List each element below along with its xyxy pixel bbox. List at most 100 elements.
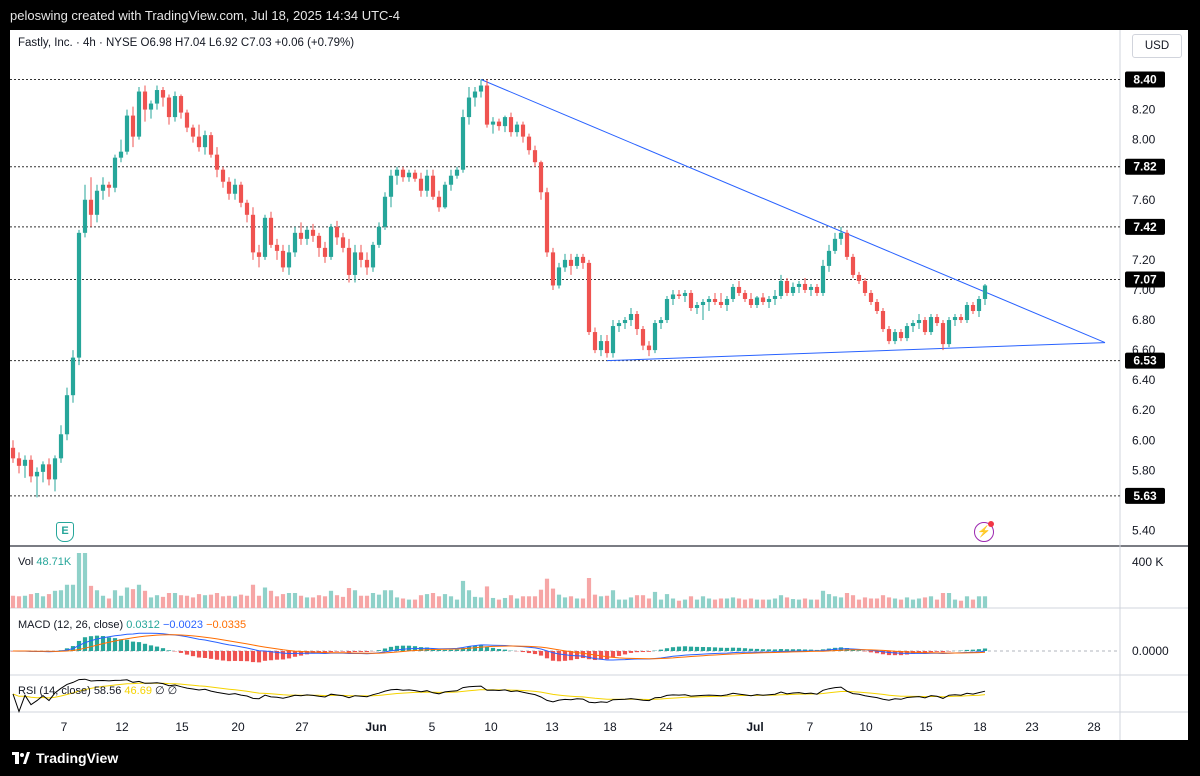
- volume-bar: [772, 598, 778, 608]
- level-price-label: 7.82: [1133, 160, 1157, 174]
- volume-bar: [526, 596, 532, 608]
- macd-histogram-bar: [118, 639, 124, 651]
- macd-histogram-bar: [634, 651, 640, 653]
- candle-body: [472, 91, 478, 98]
- macd-histogram-bar: [610, 651, 616, 658]
- chart-frame[interactable]: 8.20 8.00 7.60 7.20 7.00 6.80 6.60 6.40 6.20 6.00…: [10, 30, 1188, 740]
- volume-bar: [196, 594, 202, 608]
- volume-bar: [844, 593, 850, 608]
- volume-bar: [664, 594, 670, 608]
- volume-bar: [688, 596, 694, 608]
- candle-body: [250, 214, 256, 253]
- volume-value: 48.71K: [36, 556, 72, 568]
- macd-histogram-bar: [136, 642, 142, 651]
- macd-histogram-bar: [964, 649, 970, 651]
- volume-bar: [910, 599, 916, 608]
- volume-bar: [634, 595, 640, 608]
- volume-bar: [400, 598, 406, 608]
- macd-histogram-bar: [586, 651, 592, 660]
- volume-bar: [274, 596, 280, 608]
- earnings-icon[interactable]: E: [56, 522, 74, 542]
- macd-histogram-bar: [796, 649, 802, 651]
- macd-histogram-bar: [544, 651, 550, 659]
- price-tick-label: 8.00: [1132, 133, 1156, 147]
- macd-histogram-bar: [160, 648, 166, 651]
- candle-body: [100, 184, 106, 191]
- level-price-tag: [1125, 271, 1165, 288]
- x-tick-label: 28: [1087, 720, 1101, 734]
- candle-body: [22, 459, 28, 466]
- candle-body: [340, 237, 346, 248]
- volume-bar: [610, 590, 616, 608]
- volume-bar: [718, 598, 724, 608]
- macd-histogram-bar: [940, 651, 946, 653]
- footer-bar: TradingView: [0, 740, 1200, 776]
- volume-bar: [262, 587, 268, 608]
- x-tick-label: 10: [859, 720, 873, 734]
- candle-body: [712, 298, 718, 302]
- candle-body: [184, 112, 190, 128]
- volume-bar: [568, 596, 574, 608]
- macd-histogram-bar: [550, 651, 556, 661]
- lightning-bolt-icon[interactable]: ⚡: [974, 522, 994, 542]
- volume-bar: [778, 595, 784, 608]
- volume-bar: [958, 600, 964, 608]
- volume-bar: [268, 590, 274, 608]
- candle-body: [844, 232, 850, 257]
- volume-bar: [640, 595, 646, 608]
- candle-body: [70, 357, 76, 396]
- volume-bar: [148, 597, 154, 608]
- macd-histogram-bar: [562, 651, 568, 661]
- volume-bar: [220, 596, 226, 608]
- candle-body: [40, 464, 46, 472]
- candle-body: [694, 304, 700, 309]
- notification-dot: [988, 521, 994, 527]
- volume-bar: [598, 596, 604, 608]
- attribution-text: peloswing created with TradingView.com, …: [10, 8, 400, 23]
- macd-histogram-bar: [346, 651, 352, 653]
- macd-histogram-bar: [148, 645, 154, 651]
- candle-body: [952, 317, 958, 321]
- candle-body: [754, 297, 760, 305]
- macd-histogram-bar: [574, 651, 580, 660]
- macd-histogram-bar: [340, 651, 346, 652]
- volume-bar: [310, 597, 316, 608]
- candle-body: [214, 154, 220, 170]
- macd-histogram-bar: [928, 651, 934, 653]
- macd-histogram-bar: [124, 639, 130, 651]
- volume-bar: [820, 590, 826, 608]
- macd-histogram-bar: [688, 646, 694, 651]
- candle-body: [10, 447, 16, 459]
- macd-histogram-bar: [724, 647, 730, 651]
- x-tick-label: 27: [295, 720, 309, 734]
- candle-body: [460, 117, 466, 170]
- volume-bar: [76, 553, 82, 608]
- volume-bar: [790, 599, 796, 608]
- macd-histogram-bar: [616, 651, 622, 656]
- candle-body: [58, 434, 64, 459]
- macd-histogram-bar: [82, 637, 88, 651]
- tradingview-logo[interactable]: TradingView: [12, 750, 118, 766]
- price-tick-label: 7.60: [1132, 193, 1156, 207]
- volume-bar: [364, 595, 370, 608]
- high-value: H7.04: [175, 37, 206, 49]
- volume-bar: [700, 596, 706, 608]
- volume-bar: [70, 584, 76, 608]
- macd-histogram-bar: [520, 651, 526, 653]
- candle-body: [448, 175, 454, 185]
- candle-body: [130, 115, 136, 137]
- candle-body: [568, 259, 574, 266]
- candle-body: [262, 217, 268, 257]
- chart-canvas[interactable]: 8.208.007.607.207.006.806.606.406.206.00…: [10, 30, 1188, 740]
- volume-bar: [226, 595, 232, 608]
- volume-bar: [328, 590, 334, 608]
- macd-histogram-bar: [250, 651, 256, 663]
- volume-bar: [538, 589, 544, 608]
- candle-body: [892, 332, 898, 342]
- currency-button[interactable]: USD: [1132, 34, 1182, 58]
- volume-bar: [676, 600, 682, 608]
- candle-body: [682, 292, 688, 296]
- price-tick-label: 6.00: [1132, 433, 1156, 447]
- volume-bar: [340, 596, 346, 608]
- candle-body: [772, 295, 778, 299]
